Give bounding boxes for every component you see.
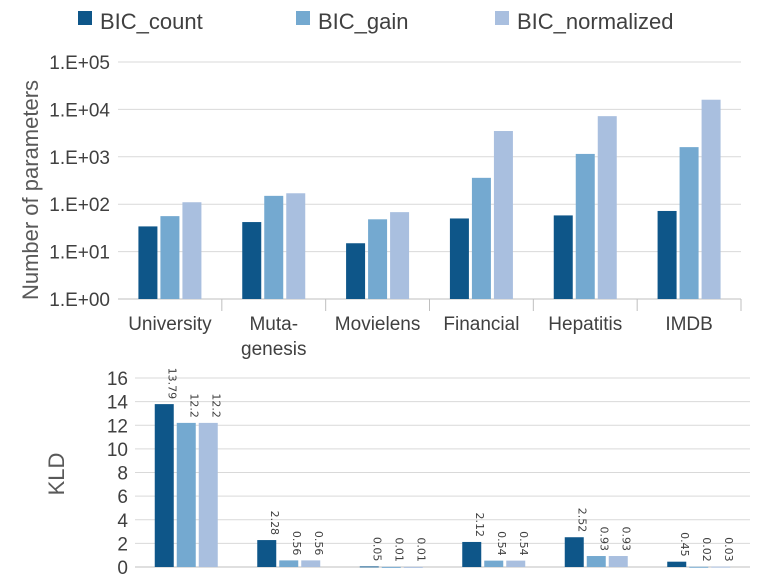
top-bar-BIC_normalized — [390, 212, 410, 299]
bottom-data-label: 2.52 — [575, 508, 588, 533]
top-category-label: Financial — [443, 314, 519, 335]
top-bar-BIC_count — [449, 218, 469, 299]
bottom-bar-BIC_normalized — [301, 560, 321, 567]
bottom-y-tick-label: 4 — [117, 511, 128, 532]
top-bar-BIC_count — [657, 210, 677, 299]
bottom-y-tick-label: 10 — [107, 440, 128, 461]
top-category-label: Muta- — [249, 314, 298, 335]
bottom-bar-BIC_count — [462, 541, 482, 567]
top-y-tick-label: 1.E+01 — [49, 243, 110, 264]
top-bar-BIC_gain — [368, 219, 388, 299]
top-y-tick-label: 1.E+04 — [49, 100, 110, 121]
bottom-data-label: 0.93 — [619, 527, 632, 552]
bottom-bar-BIC_count — [667, 561, 687, 567]
legend: BIC_count BIC_gain BIC_normalized — [78, 9, 674, 34]
top-bar-BIC_normalized — [182, 202, 202, 299]
bottom-data-label: 0.54 — [517, 531, 530, 556]
bottom-bar-BIC_gain — [381, 566, 401, 568]
top-chart-parameters: Number of parameters 1.E+00 1.E+01 1.E+02 1… — [18, 53, 742, 360]
top-bar-BIC_count — [138, 226, 158, 299]
bottom-y-tick-label: 6 — [117, 487, 128, 508]
bottom-bar-BIC_normalized — [403, 566, 423, 568]
bottom-bar-BIC_count — [564, 537, 584, 567]
bottom-data-label: 0.56 — [312, 531, 325, 556]
top-y-tick-label: 1.E+00 — [49, 290, 110, 311]
bottom-bar-BIC_normalized — [711, 566, 731, 568]
bottom-bar-BIC_normalized — [506, 560, 526, 567]
top-bar-BIC_count — [553, 215, 573, 299]
top-category-label: genesis — [241, 339, 307, 360]
top-bar-BIC_gain — [264, 195, 284, 299]
bottom-data-label: 13.79 — [165, 368, 178, 400]
bottom-y-tick-label: 14 — [107, 393, 129, 414]
top-y-axis-label: Number of parameters — [18, 80, 43, 300]
bottom-bar-BIC_count — [257, 540, 277, 567]
bottom-y-tick-label: 12 — [107, 416, 128, 437]
bottom-data-label: 0.45 — [678, 532, 691, 557]
bottom-data-label: 0.54 — [495, 531, 508, 556]
bottom-data-label: 0.02 — [700, 537, 713, 562]
top-bar-BIC_normalized — [493, 131, 513, 299]
top-y-tick-label: 1.E+03 — [49, 148, 110, 169]
bottom-bar-BIC_gain — [689, 566, 709, 568]
bottom-y-tick-label: 8 — [117, 464, 128, 485]
top-bar-BIC_normalized — [597, 116, 617, 299]
bottom-y-tick-label: 16 — [107, 369, 128, 390]
legend-swatch-BIC_count — [78, 11, 92, 25]
top-category-label: IMDB — [665, 314, 713, 335]
top-bar-BIC_normalized — [701, 99, 721, 299]
bottom-bar-BIC_count — [154, 404, 174, 567]
bottom-data-label: 12.2 — [187, 393, 200, 418]
bottom-data-label: 0.01 — [414, 537, 427, 562]
top-bar-BIC_normalized — [286, 193, 306, 299]
bottom-y-tick-label: 0 — [117, 558, 128, 579]
bottom-bar-BIC_count — [359, 566, 379, 568]
bottom-bar-BIC_gain — [279, 560, 299, 567]
legend-label-BIC_normalized: BIC_normalized — [517, 9, 674, 34]
top-category-label: University — [128, 314, 212, 335]
bottom-bar-BIC_gain — [176, 422, 196, 567]
bottom-data-label: 12.2 — [209, 393, 222, 418]
top-bar-BIC_count — [346, 243, 366, 299]
top-category-label: Movielens — [335, 314, 421, 335]
bottom-data-label: 0.03 — [722, 537, 735, 562]
bottom-y-axis-label: KLD — [44, 453, 69, 496]
bottom-data-label: 0.05 — [370, 537, 383, 562]
top-y-tick-label: 1.E+05 — [49, 53, 110, 74]
legend-swatch-BIC_normalized — [495, 11, 509, 25]
bottom-y-tick-label: 2 — [117, 534, 128, 555]
top-bar-BIC_count — [242, 222, 262, 299]
legend-swatch-BIC_gain — [296, 11, 310, 25]
bottom-data-label: 0.56 — [290, 531, 303, 556]
top-bar-BIC_gain — [160, 216, 180, 299]
legend-label-BIC_gain: BIC_gain — [318, 9, 409, 34]
bottom-data-label: 0.01 — [392, 537, 405, 562]
top-bar-BIC_gain — [679, 147, 699, 299]
legend-label-BIC_count: BIC_count — [100, 9, 203, 34]
top-bar-BIC_gain — [575, 153, 595, 299]
bottom-data-label: 2.28 — [268, 511, 281, 536]
bottom-bar-BIC_gain — [484, 560, 504, 567]
bottom-data-label: 2.12 — [473, 512, 486, 537]
bottom-bar-BIC_gain — [586, 556, 606, 567]
top-y-tick-label: 1.E+02 — [49, 195, 110, 216]
top-category-label: Hepatitis — [548, 314, 622, 335]
bottom-data-label: 0.93 — [597, 527, 610, 552]
bottom-bar-BIC_normalized — [198, 422, 218, 567]
bottom-bar-BIC_normalized — [608, 556, 628, 567]
top-bar-BIC_gain — [471, 177, 491, 299]
